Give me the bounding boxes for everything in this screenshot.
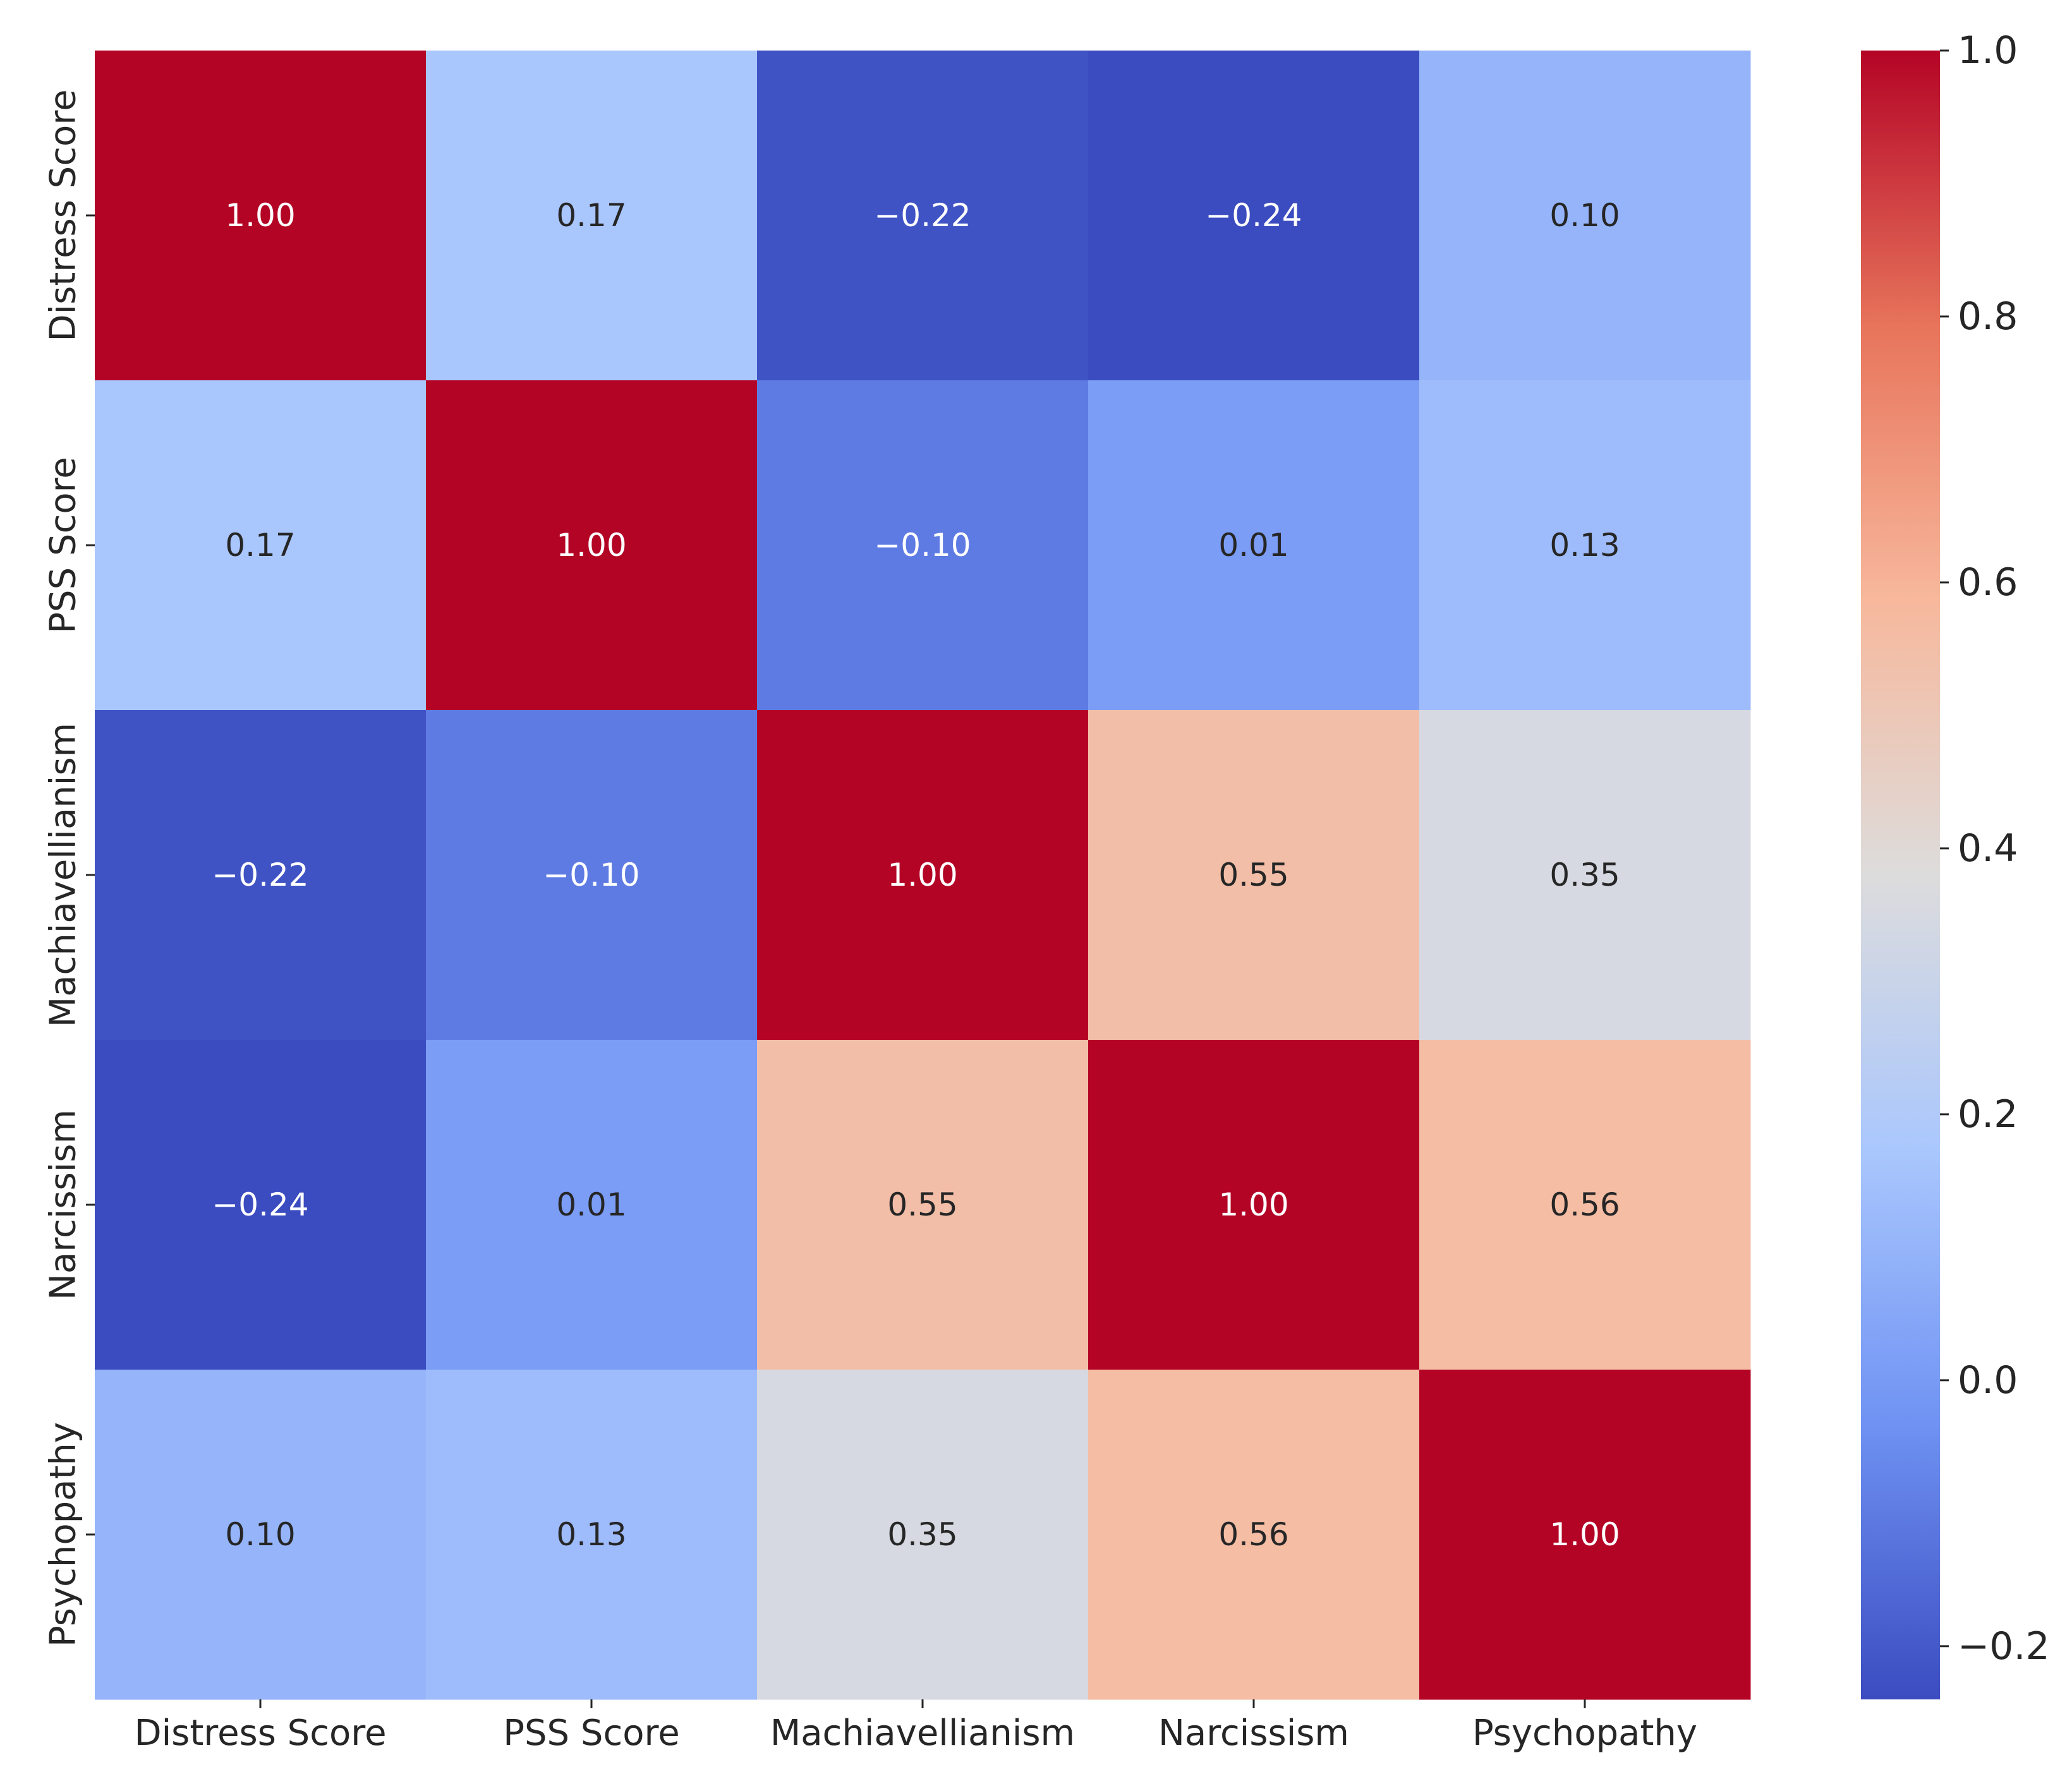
cell-value-label: −0.10 <box>874 527 971 564</box>
colorbar-tick-label: −0.2 <box>1958 1624 2050 1668</box>
cell-value-label: 0.55 <box>1218 857 1288 893</box>
cell-value-label: −0.22 <box>874 197 971 234</box>
cell-value-label: 0.56 <box>1549 1186 1620 1223</box>
x-tick-label: Distress Score <box>134 1713 386 1754</box>
colorbar-tick-label: 1.0 <box>1958 28 2018 73</box>
heatmap-cell <box>1419 380 1751 711</box>
heatmap-cell <box>1088 1370 1420 1700</box>
heatmap-cell <box>426 1040 758 1370</box>
cell-value-label: 0.17 <box>225 527 295 564</box>
colorbar-tick-label: 0.0 <box>1958 1358 2018 1402</box>
x-tick-label: Narcissism <box>1158 1713 1349 1754</box>
heatmap-cell <box>1419 1370 1751 1700</box>
y-tick-label: Machiavellianism <box>43 723 84 1027</box>
heatmap-cell <box>95 1040 427 1370</box>
heatmap-cell <box>1419 710 1751 1040</box>
heatmap-cell <box>426 380 758 711</box>
heatmap-cell <box>1088 1040 1420 1370</box>
heatmap-cell <box>426 710 758 1040</box>
cell-value-label: 0.13 <box>556 1516 626 1553</box>
cell-value-label: 0.10 <box>1549 197 1620 234</box>
colorbar-tick-label: 0.6 <box>1958 560 2018 605</box>
colorbar: −0.2 0.0 0.2 0.4 0.6 0.8 1.0 <box>1861 28 2050 1699</box>
heatmap-cell <box>757 51 1089 381</box>
heatmap-cell <box>1419 51 1751 381</box>
heatmap-cell <box>426 1370 758 1700</box>
heatmap-cell <box>1088 380 1420 711</box>
heatmap-cell <box>426 51 758 381</box>
cell-value-label: 0.13 <box>1549 527 1620 564</box>
cell-value-label: 0.17 <box>556 197 626 234</box>
cell-value-label: 0.35 <box>887 1516 957 1553</box>
cell-value-label: −0.24 <box>1205 197 1302 234</box>
heatmap-cells: 1.00 0.17 −0.22 −0.24 0.10 0.17 1.00 −0.10 0.01 0… <box>95 51 1751 1700</box>
cell-value-label: −0.24 <box>212 1186 308 1223</box>
cell-value-label: 0.55 <box>887 1186 957 1223</box>
cell-value-label: 1.00 <box>225 197 295 234</box>
heatmap-cell <box>95 380 427 711</box>
heatmap-cell <box>1088 51 1420 381</box>
colorbar-tick-label: 0.2 <box>1958 1092 2018 1137</box>
heatmap-cell <box>757 1370 1089 1700</box>
x-tick-label: Machiavellianism <box>770 1713 1075 1754</box>
heatmap-cell <box>1088 710 1420 1040</box>
y-axis: Distress Score PSS Score Machiavellianism N… <box>43 89 95 1647</box>
colorbar-tick-label: 0.4 <box>1958 826 2018 871</box>
heatmap-cell <box>757 380 1089 711</box>
cell-value-label: −0.22 <box>212 857 308 893</box>
x-tick-label: PSS Score <box>503 1713 680 1754</box>
cell-value-label: 1.00 <box>1218 1186 1288 1223</box>
x-axis: Distress Score PSS Score Machiavellianism N… <box>134 1699 1697 1754</box>
heatmap-cell <box>757 710 1089 1040</box>
cell-value-label: −0.10 <box>543 857 639 893</box>
cell-value-label: 1.00 <box>1549 1516 1620 1553</box>
y-tick-label: Distress Score <box>43 89 84 341</box>
cell-value-label: 0.01 <box>556 1186 626 1223</box>
heatmap-cell <box>95 710 427 1040</box>
cell-value-label: 1.00 <box>556 527 626 564</box>
x-tick-label: Psychopathy <box>1472 1713 1697 1754</box>
heatmap-cell <box>95 51 427 381</box>
cell-value-label: 0.56 <box>1218 1516 1288 1553</box>
y-tick-label: Psychopathy <box>43 1422 84 1647</box>
cell-value-label: 0.35 <box>1549 857 1620 893</box>
y-tick-label: PSS Score <box>43 457 84 634</box>
heatmap-cell <box>1419 1040 1751 1370</box>
cell-value-label: 0.01 <box>1218 527 1288 564</box>
y-tick-label: Narcissism <box>43 1109 84 1300</box>
heatmap-cell <box>95 1370 427 1700</box>
cell-value-label: 0.10 <box>225 1516 295 1553</box>
cell-value-label: 1.00 <box>887 857 957 893</box>
colorbar-fill <box>1861 51 1940 1699</box>
heatmap-cell <box>757 1040 1089 1370</box>
colorbar-tick-label: 0.8 <box>1958 294 2018 339</box>
